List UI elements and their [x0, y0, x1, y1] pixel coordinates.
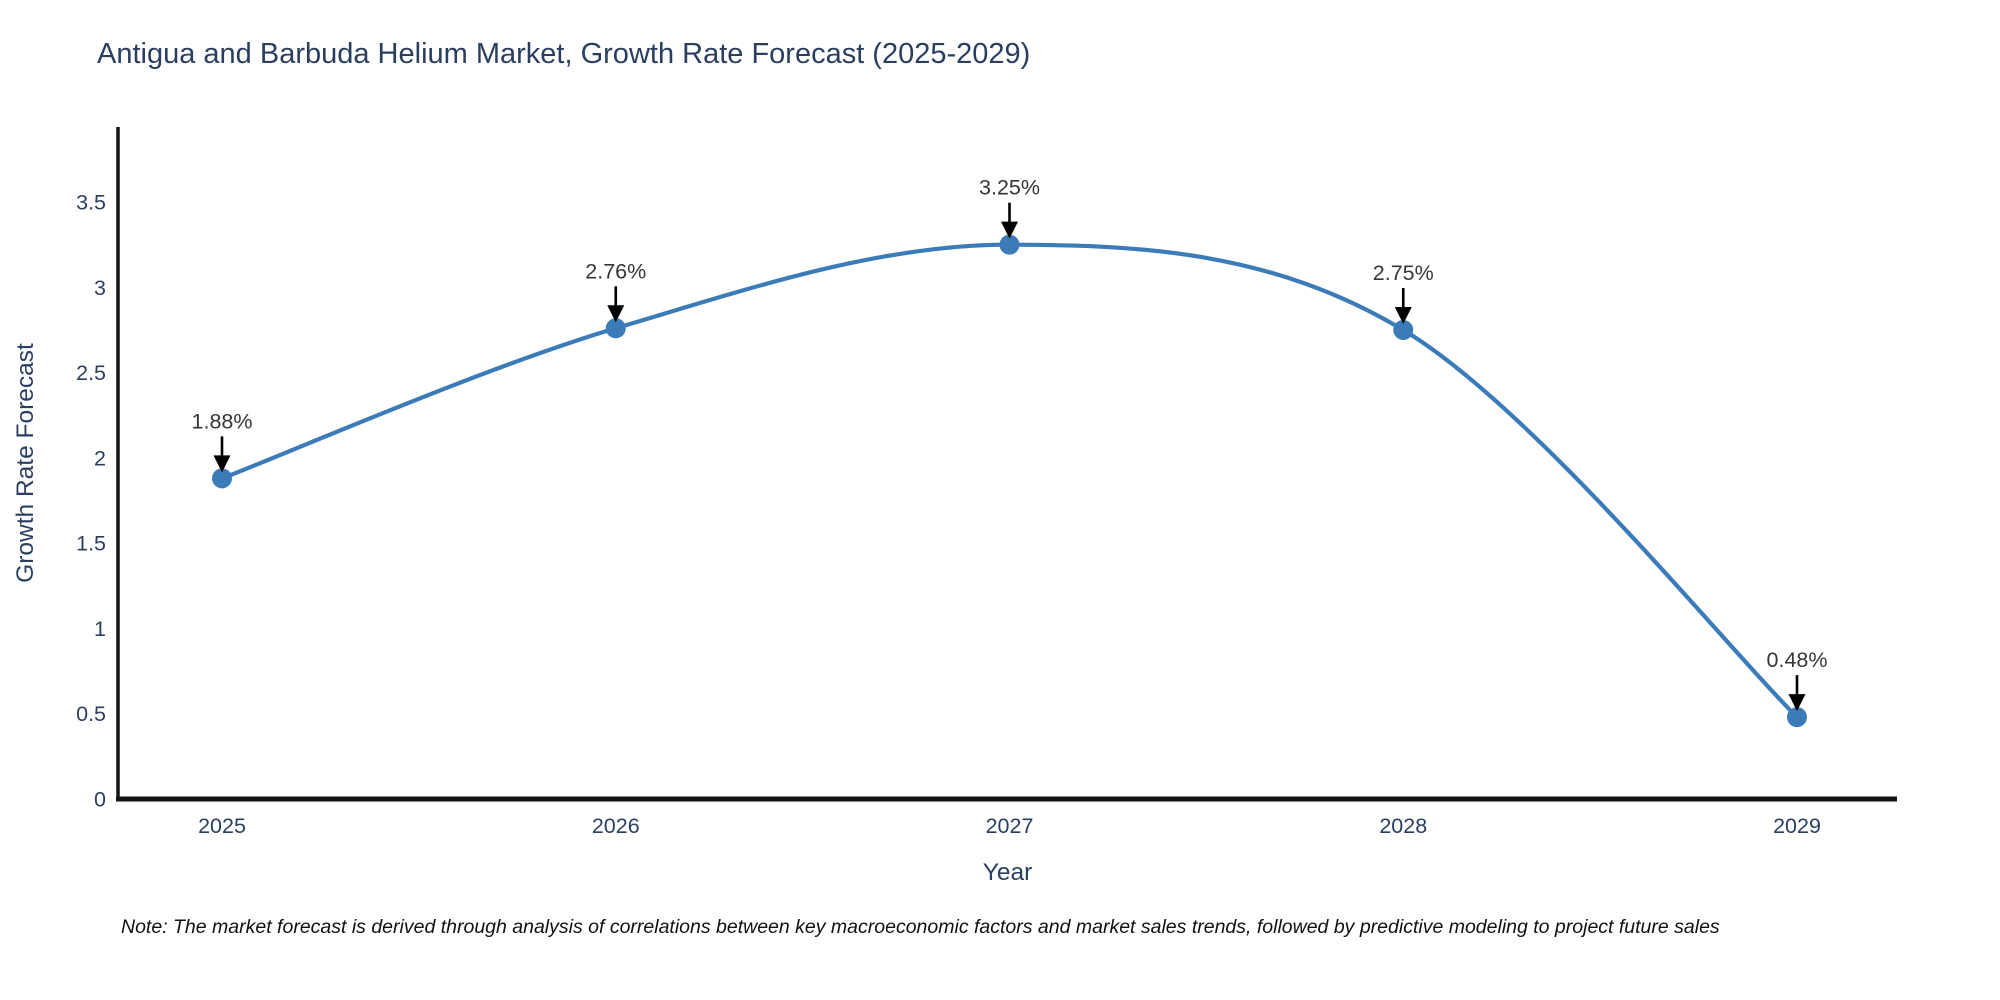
x-axis-title: Year	[983, 859, 1033, 886]
point-value-label: 2.75%	[1373, 261, 1434, 285]
data-point[interactable]	[1393, 319, 1414, 340]
annotation-arrowhead-icon	[1788, 694, 1806, 712]
y-tick-label: 0	[94, 788, 106, 812]
annotation-arrowhead-icon	[607, 305, 625, 323]
y-tick-label: 1.5	[76, 532, 106, 556]
trend-line	[219, 242, 1800, 720]
y-tick-label: 1	[94, 617, 106, 641]
y-tick-label: 0.5	[76, 702, 106, 726]
annotation-arrowhead-icon	[1001, 221, 1018, 239]
annotation-arrowhead-icon	[1394, 306, 1412, 324]
annotation-arrowhead-icon	[213, 455, 231, 473]
y-tick-label: 2	[94, 446, 106, 470]
x-tick-label: 2027	[986, 814, 1034, 838]
data-point[interactable]	[212, 468, 232, 489]
x-tick-label: 2026	[592, 814, 640, 838]
data-point[interactable]	[999, 234, 1020, 255]
data-point[interactable]	[1787, 707, 1807, 728]
chart-footnote: Note: The market forecast is derived thr…	[121, 916, 1720, 938]
y-tick-label: 3	[94, 276, 106, 300]
point-value-label: 1.88%	[192, 409, 253, 433]
point-value-label: 3.25%	[979, 176, 1040, 200]
x-tick-label: 2029	[1773, 814, 1821, 838]
x-tick-label: 2028	[1379, 814, 1427, 838]
data-point[interactable]	[605, 318, 626, 339]
point-value-label: 0.48%	[1767, 648, 1828, 672]
chart-title: Antigua and Barbuda Helium Market, Growt…	[97, 38, 1031, 70]
point-value-label: 2.76%	[585, 259, 646, 283]
y-axis-title: Growth Rate Forecast	[12, 343, 39, 583]
y-tick-label: 3.5	[76, 191, 106, 215]
y-tick-label: 2.5	[76, 361, 106, 385]
x-tick-label: 2025	[198, 814, 246, 838]
